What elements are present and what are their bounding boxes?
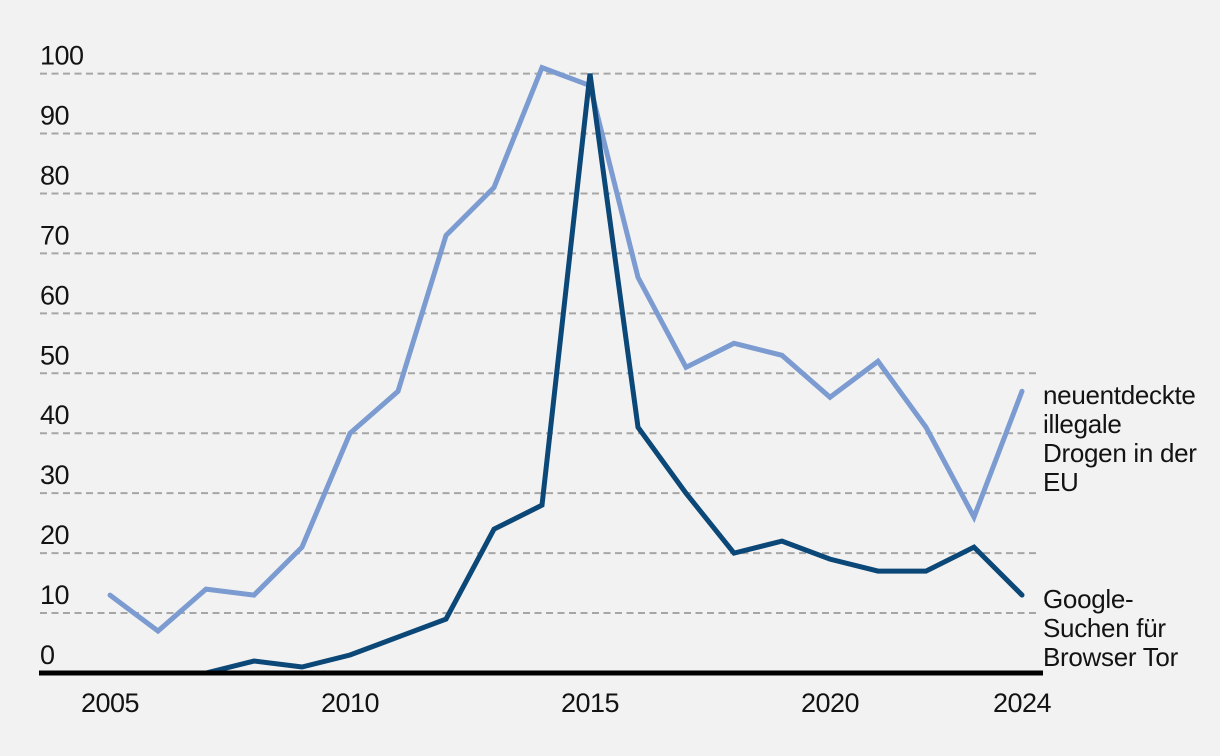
y-axis-tick-label: 40 xyxy=(40,400,69,430)
y-axis-tick-label: 80 xyxy=(40,160,69,190)
x-axis-tick-label: 2010 xyxy=(321,688,379,718)
x-axis-tick-label: 2005 xyxy=(81,688,139,718)
series-label-drugs-eu: neuentdeckte illegale Drogen in der EU xyxy=(1043,381,1218,497)
y-axis-tick-label: 0 xyxy=(40,640,55,670)
x-axis-tick-label: 2024 xyxy=(993,688,1052,718)
series-label-line: Suchen für xyxy=(1043,613,1166,643)
series-label-line: Drogen in der xyxy=(1043,438,1197,468)
y-axis-tick-label: 20 xyxy=(40,520,69,550)
y-axis-tick-label: 10 xyxy=(40,580,69,610)
series-label-line: neuentdeckte xyxy=(1043,380,1196,410)
y-axis-tick-label: 70 xyxy=(40,220,69,250)
y-axis-tick-label: 90 xyxy=(40,101,69,131)
series-label-line: illegale xyxy=(1043,409,1122,439)
y-axis-tick-label: 50 xyxy=(40,340,69,370)
y-axis-tick-label: 30 xyxy=(40,460,69,490)
series-label-line: EU xyxy=(1043,467,1079,497)
series-label-line: Google- xyxy=(1043,584,1134,614)
x-axis-tick-label: 2015 xyxy=(561,688,619,718)
series-line-google-tor xyxy=(203,73,1025,676)
y-axis-tick-label: 100 xyxy=(40,41,84,71)
x-axis-tick-label: 2020 xyxy=(801,688,859,718)
series-line-drugs-eu xyxy=(107,64,1025,635)
series-label-line: Browser Tor xyxy=(1043,642,1178,672)
series-label-google-tor: Google- Suchen für Browser Tor xyxy=(1043,585,1218,672)
y-axis-tick-label: 60 xyxy=(40,280,69,310)
